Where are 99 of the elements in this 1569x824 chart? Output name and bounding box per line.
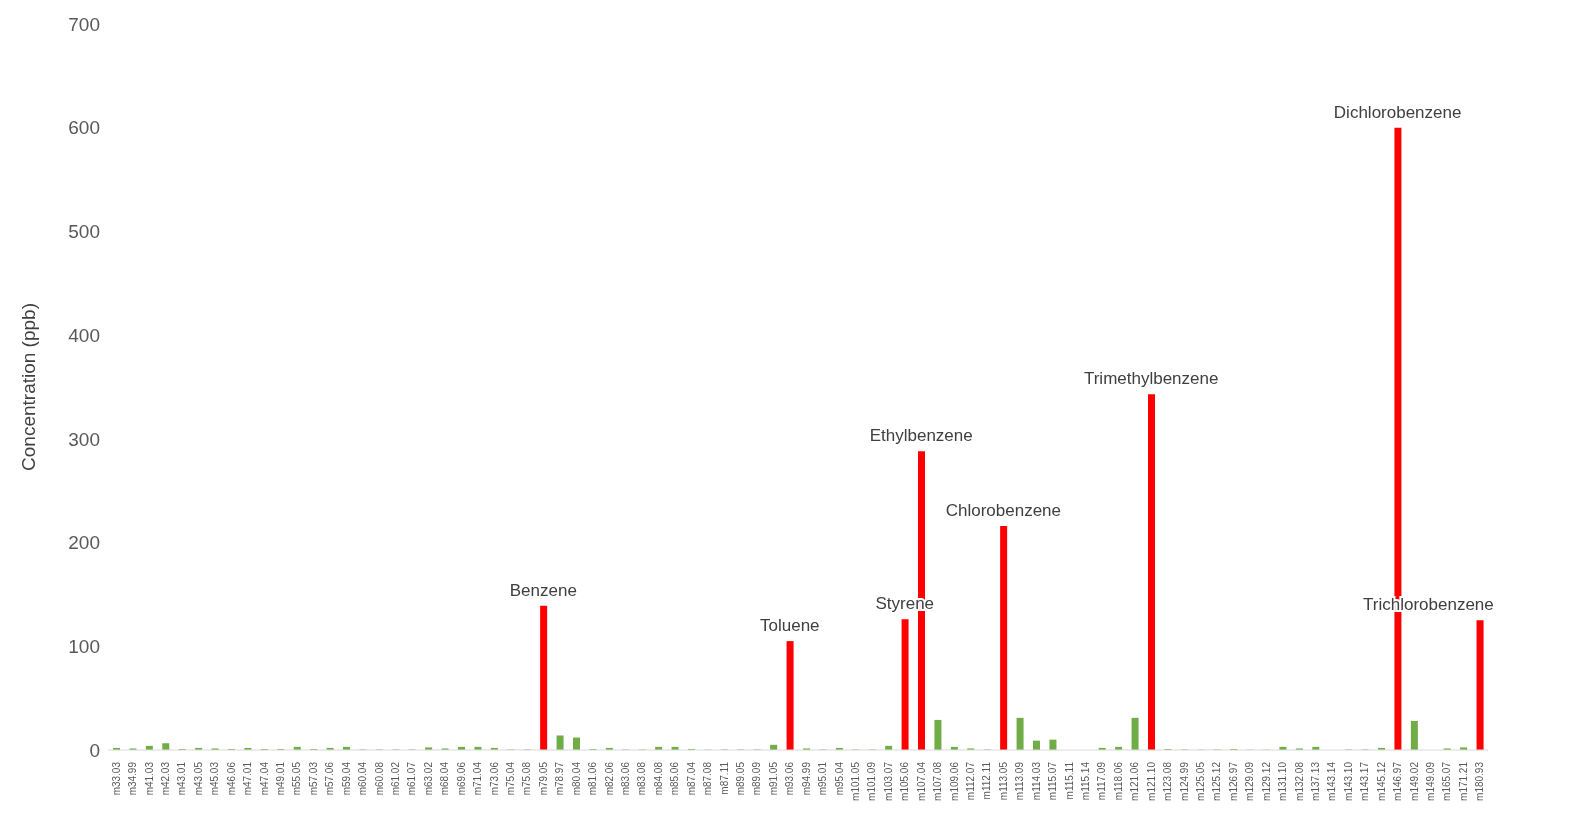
x-tick-label: m41.03 <box>143 761 155 796</box>
x-tick-label: m143.10 <box>1342 761 1354 801</box>
x-tick-label: m125.12 <box>1211 761 1223 801</box>
x-tick-label: m118.06 <box>1112 761 1124 801</box>
x-tick-label: m55.05 <box>291 761 303 796</box>
x-tick-label: m131.10 <box>1277 761 1289 801</box>
annotation: Toluene <box>760 616 820 636</box>
annotation: Ethylbenzene <box>869 426 973 446</box>
x-tick-label: m103.07 <box>882 761 894 801</box>
x-tick-label: m46.06 <box>225 761 237 796</box>
x-tick-label: m89.09 <box>751 761 763 796</box>
y-tick-label: 100 <box>68 636 100 658</box>
x-tick-label: m149.09 <box>1425 761 1436 801</box>
x-tick-label: m83.06 <box>620 761 631 796</box>
x-tick-label: m107.04 <box>915 761 927 801</box>
x-tick-label: m113.05 <box>997 761 1009 801</box>
y-tick-label: 600 <box>68 117 100 139</box>
x-tick-label: m60.08 <box>373 761 385 796</box>
x-tick-label: m180.93 <box>1474 761 1486 801</box>
x-tick-label: m87.04 <box>685 761 697 796</box>
x-tick-label: m71.04 <box>472 761 484 796</box>
x-tick-label: m49.01 <box>275 761 286 796</box>
x-tick-label: m89.05 <box>735 761 746 796</box>
x-tick-label: m34.99 <box>127 761 139 796</box>
x-tick-label: m165.07 <box>1441 761 1453 801</box>
x-tick-label: m117.09 <box>1096 761 1108 801</box>
x-tick-label: m83.08 <box>636 761 648 796</box>
x-tick-label: m107.08 <box>932 761 944 801</box>
x-tick-label: m45.03 <box>209 761 221 796</box>
x-tick-label: m123.08 <box>1162 761 1174 801</box>
x-tick-label: m75.08 <box>521 761 533 796</box>
x-tick-label: m79.05 <box>537 761 549 796</box>
x-tick-label: m125.05 <box>1195 761 1206 801</box>
x-tick-label: m43.01 <box>176 761 188 796</box>
x-tick-label: m149.02 <box>1408 761 1420 801</box>
x-tick-label: m143.17 <box>1359 761 1371 801</box>
x-tick-label: m73.06 <box>488 761 500 796</box>
x-tick-label: m47.04 <box>258 761 270 796</box>
x-tick-label: m47.01 <box>242 761 254 796</box>
x-tick-label: m57.03 <box>307 761 319 796</box>
x-tick-label: m78.97 <box>554 761 566 796</box>
x-tick-label: m132.08 <box>1293 761 1305 801</box>
annotation: Chlorobenzene <box>945 500 1062 520</box>
x-tick-label: m91.05 <box>767 761 779 796</box>
y-tick-label: 700 <box>68 13 100 35</box>
x-tick-label: m84.08 <box>652 761 664 796</box>
x-tick-label: m112.11 <box>981 761 993 800</box>
x-tick-label: m69.06 <box>455 761 467 796</box>
x-tick-label: m121.10 <box>1145 761 1157 801</box>
x-tick-label: m61.02 <box>390 761 401 796</box>
x-tick-label: m81.06 <box>587 761 599 796</box>
x-tick-label: m87.08 <box>702 761 714 796</box>
y-tick-label: 500 <box>68 221 100 243</box>
annotation: Benzene <box>509 580 577 600</box>
annotation: Dichlorobenzene <box>1333 102 1462 122</box>
x-tick-label: m42.03 <box>160 761 171 796</box>
x-tick-label: m95.04 <box>833 761 845 796</box>
x-tick-label: m109.06 <box>948 761 960 801</box>
x-tick-label: m146.97 <box>1392 761 1404 801</box>
x-tick-label: m124.99 <box>1178 761 1190 801</box>
y-axis-title: Concentration (ppb) <box>17 303 39 471</box>
x-tick-label: m93.06 <box>784 761 796 796</box>
y-tick-label: 300 <box>68 428 100 450</box>
x-tick-label: m63.02 <box>422 761 434 796</box>
x-tick-label: m115.11 <box>1063 761 1075 800</box>
annotation: Trimethylbenzene <box>1083 369 1219 389</box>
x-tick-label: m33.03 <box>110 761 122 796</box>
x-tick-label: m82.06 <box>603 761 615 796</box>
x-tick-label: m94.99 <box>800 761 812 796</box>
x-tick-label: m59.04 <box>340 761 352 796</box>
x-tick-label: m113.09 <box>1014 761 1026 801</box>
x-tick-label: m115.14 <box>1080 761 1091 801</box>
x-tick-label: m101.05 <box>850 761 861 801</box>
x-tick-label: m171.21 <box>1457 761 1469 801</box>
x-tick-label: m57.06 <box>324 761 336 796</box>
x-tick-label: m80.04 <box>570 761 582 796</box>
x-tick-label: m137.13 <box>1310 761 1321 801</box>
x-tick-label: m95.01 <box>817 761 829 796</box>
x-tick-label: m60.04 <box>357 761 369 796</box>
x-tick-label: m105.06 <box>899 761 911 801</box>
y-tick-label: 200 <box>68 532 100 554</box>
y-tick-label: 0 <box>89 739 100 761</box>
x-tick-label: m61.07 <box>406 761 418 796</box>
x-tick-label: m143.14 <box>1326 761 1338 801</box>
x-tick-label: m85.06 <box>669 761 681 796</box>
x-tick-label: m121.06 <box>1129 761 1141 801</box>
x-tick-label: m68.04 <box>439 761 451 796</box>
x-tick-label: m126.97 <box>1227 761 1239 801</box>
x-tick-label: m115.07 <box>1047 761 1059 801</box>
x-tick-label: m112.07 <box>965 761 976 801</box>
x-tick-label: m101.09 <box>866 761 878 801</box>
y-tick-label: 400 <box>68 324 100 346</box>
x-tick-label: m114.03 <box>1030 761 1042 801</box>
x-tick-label: m129.12 <box>1260 761 1272 801</box>
x-tick-label: m145.12 <box>1375 761 1387 801</box>
x-tick-label: m43.05 <box>192 761 204 796</box>
x-tick-label: m87.11 <box>718 761 730 795</box>
x-tick-label: m75.04 <box>505 761 516 796</box>
x-tick-label: m129.09 <box>1244 761 1256 801</box>
